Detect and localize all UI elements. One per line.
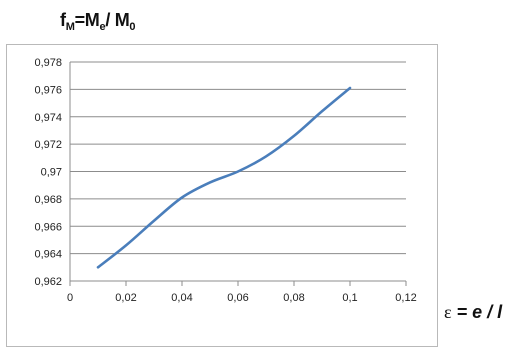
y-tick-label: 0,964 [34,249,62,261]
y-tick-label: 0,976 [34,84,62,96]
x-axis-label: ε = e / l [444,302,503,322]
x-tick-labels: 0 0,02 0,04 0,06 0,08 0,1 0,12 [67,292,417,304]
x-tick-label: 0 [67,292,73,304]
y-tick-label: 0,968 [34,194,62,206]
x-tick-label: 0,02 [115,292,136,304]
x-tick-label: 0,04 [171,292,192,304]
y-tick-label: 0,966 [34,221,62,233]
y-tick-label: 0,962 [34,276,62,288]
plot-area-frame [6,44,438,347]
y-tick-labels: 0,962 0,964 0,966 0,968 0,97 0,972 0,974 0,976 0… [34,57,62,288]
y-tick-label: 0,972 [34,139,62,151]
y-tick-label: 0,974 [34,112,62,124]
y-tick-label: 0,978 [34,57,62,69]
series-line [96,86,352,269]
chart-title: fM=Me/ M0 [60,10,136,33]
axes [69,62,407,286]
grid-lines [70,61,406,255]
x-tick-label: 0,08 [283,292,304,304]
x-tick-label: 0,06 [227,292,248,304]
x-tick-label: 0,1 [342,292,357,304]
y-tick-label: 0,97 [41,167,62,179]
x-tick-label: 0,12 [395,292,416,304]
series-layer [96,86,352,269]
